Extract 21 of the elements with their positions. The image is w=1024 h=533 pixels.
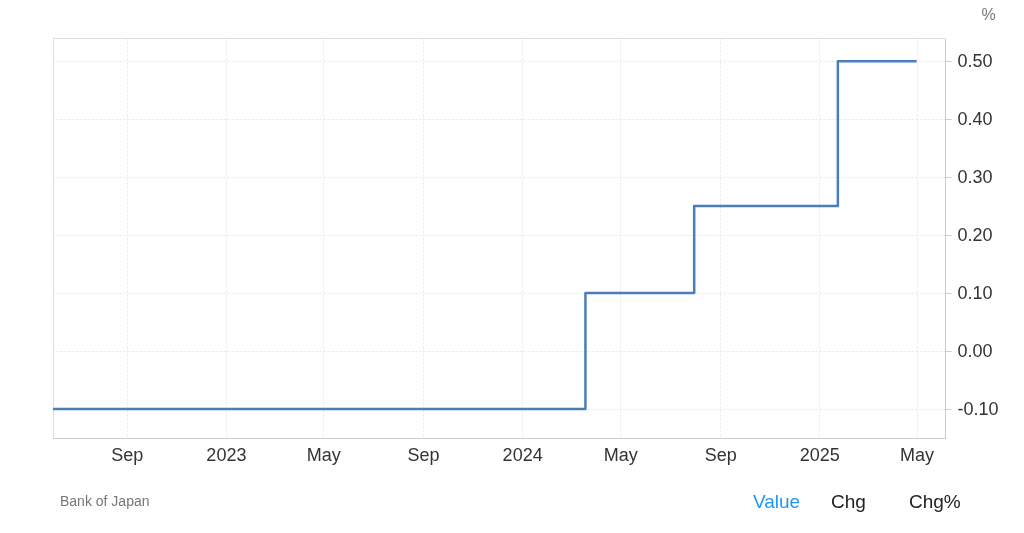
x-tick-label: 2024	[502, 444, 543, 465]
x-tick-label: 2023	[206, 444, 247, 465]
y-tick-label: -0.10	[957, 398, 999, 419]
text: Bank of Japan	[60, 493, 150, 509]
y-tick-label: 0.40	[957, 108, 993, 129]
x-tick-label: Sep	[407, 444, 440, 465]
x-tick-label: Sep	[704, 444, 737, 465]
text: Chg	[831, 491, 866, 512]
x-tick-label: May	[900, 444, 935, 465]
x-tick-label: 2025	[799, 444, 840, 465]
y-tick-label: 0.50	[957, 50, 993, 71]
y-axis-title: %	[981, 5, 996, 23]
x-tick-label: May	[603, 444, 638, 465]
y-tick-label: 0.30	[957, 166, 993, 187]
y-tick-label: 0.20	[957, 224, 993, 245]
text: Chg%	[909, 491, 961, 512]
x-tick-label: May	[306, 444, 341, 465]
y-tick-label: 0.00	[957, 340, 993, 361]
x-tick-label: Sep	[111, 444, 144, 465]
text: Value	[753, 491, 801, 512]
y-tick-label: 0.10	[957, 282, 993, 303]
